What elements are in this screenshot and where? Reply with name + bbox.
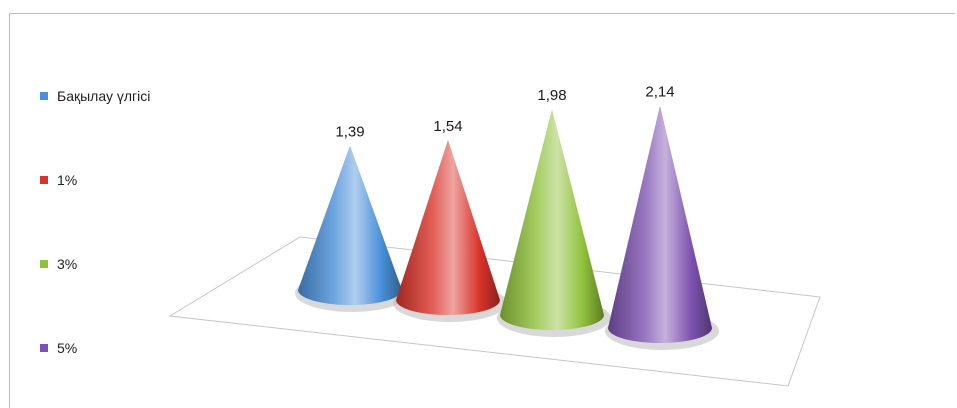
legend-label: 5% bbox=[57, 340, 78, 356]
legend-label: 3% bbox=[57, 256, 78, 272]
legend-item-3pct: 3% bbox=[40, 254, 77, 274]
data-label-group: 1,39 1,54 1,98 2,14 bbox=[335, 83, 674, 140]
legend-swatch-purple bbox=[40, 344, 48, 352]
legend-label: 1% bbox=[57, 172, 78, 188]
legend-swatch-red bbox=[40, 176, 48, 184]
cone-5pct bbox=[608, 105, 712, 343]
data-label: 1,39 bbox=[335, 123, 364, 140]
legend-swatch-blue bbox=[40, 92, 48, 100]
cone-1pct bbox=[396, 139, 500, 315]
legend-label: Бақылау үлгісі bbox=[57, 88, 151, 104]
legend-item-1pct: 1% bbox=[40, 170, 77, 190]
legend-item-5pct: 5% bbox=[40, 338, 77, 358]
data-label: 1,98 bbox=[537, 87, 566, 104]
data-label: 1,54 bbox=[433, 118, 462, 135]
legend-swatch-green bbox=[40, 260, 48, 268]
data-label: 2,14 bbox=[645, 83, 674, 100]
cone-3pct bbox=[500, 109, 604, 330]
legend-item-control: Бақылау үлгісі bbox=[40, 86, 150, 106]
cone-group bbox=[295, 105, 719, 350]
cone-control bbox=[298, 145, 402, 305]
